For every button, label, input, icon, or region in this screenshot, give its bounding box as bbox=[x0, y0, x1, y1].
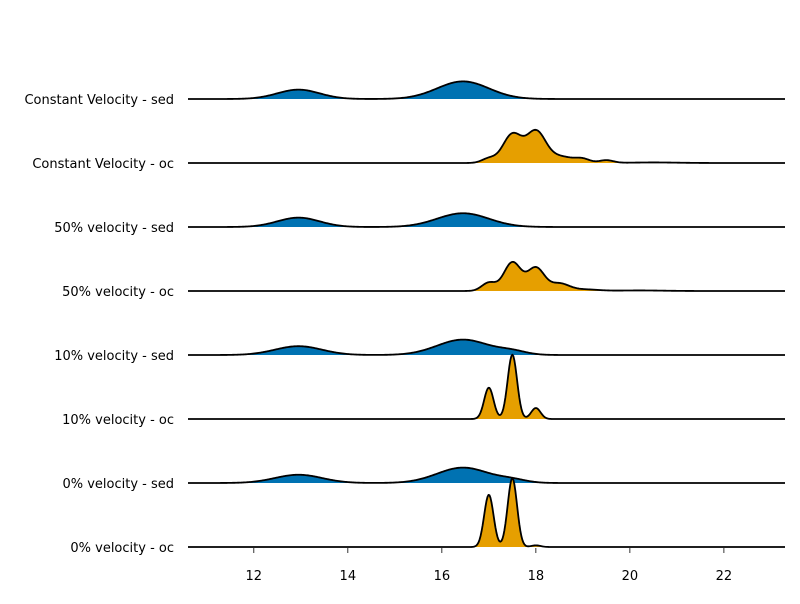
ridge-outline bbox=[188, 80, 785, 100]
x-axis: 12 14 16 18 20 22 bbox=[246, 548, 733, 584]
ridge-label: 10% velocity - sed bbox=[54, 349, 174, 364]
x-tick-label: 16 bbox=[434, 569, 451, 584]
ridge-outline bbox=[188, 353, 785, 420]
x-tick-label: 20 bbox=[622, 569, 639, 584]
ridge-outline bbox=[188, 466, 785, 484]
ridge-fill bbox=[188, 213, 785, 227]
ridge-outline bbox=[188, 212, 785, 228]
ridge-4: 50% velocity - oc bbox=[62, 260, 785, 300]
ridge-fill bbox=[188, 81, 785, 99]
ridge-6: 10% velocity - oc bbox=[62, 353, 785, 428]
x-tick-label: 22 bbox=[716, 569, 733, 584]
ridge-outline bbox=[188, 128, 785, 164]
x-tick-label: 12 bbox=[246, 569, 263, 584]
ridge-fill bbox=[188, 261, 785, 291]
ridge-outline bbox=[188, 477, 785, 548]
ridge-fill bbox=[188, 354, 785, 419]
ridge-2: Constant Velocity - oc bbox=[32, 128, 785, 172]
ridge-fill bbox=[188, 339, 785, 355]
ridge-label: Constant Velocity - oc bbox=[32, 157, 174, 172]
x-tick-label: 14 bbox=[340, 569, 357, 584]
ridge-label: 50% velocity - sed bbox=[54, 221, 174, 236]
ridge-3: 50% velocity - sed bbox=[54, 212, 785, 236]
ridge-label: 10% velocity - oc bbox=[62, 413, 174, 428]
ridge-label: 0% velocity - sed bbox=[62, 477, 174, 492]
ridge-label: 50% velocity - oc bbox=[62, 285, 174, 300]
ridge-7: 0% velocity - sed bbox=[62, 466, 785, 492]
ridge-label: Constant Velocity - sed bbox=[24, 93, 174, 108]
ridge-series-group: Constant Velocity - sed Constant Velocity… bbox=[24, 80, 785, 556]
ridge-label: 0% velocity - oc bbox=[70, 541, 174, 556]
x-tick-label: 18 bbox=[528, 569, 545, 584]
ridge-outline bbox=[188, 260, 785, 292]
ridge-fill bbox=[188, 467, 785, 483]
ridge-1: Constant Velocity - sed bbox=[24, 80, 785, 108]
ridge-5: 10% velocity - sed bbox=[54, 338, 785, 364]
ridge-fill bbox=[188, 478, 785, 547]
ridge-8: 0% velocity - oc bbox=[70, 477, 785, 556]
ridge-outline bbox=[188, 338, 785, 356]
